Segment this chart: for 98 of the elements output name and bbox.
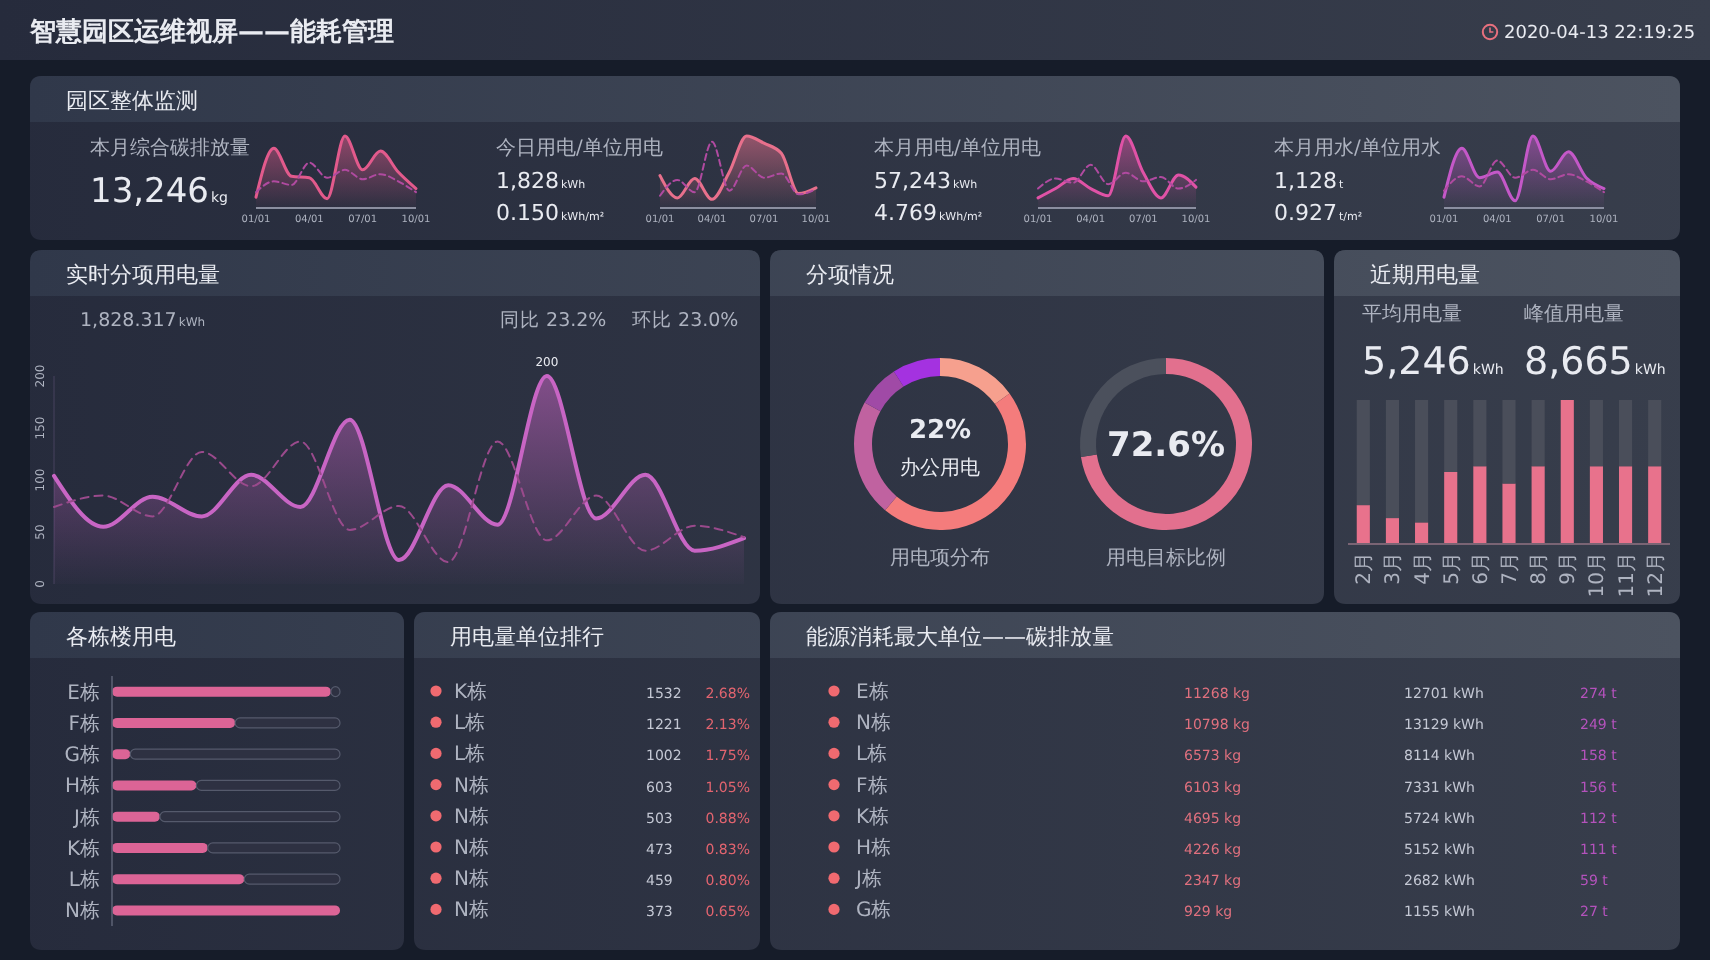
donut-slice [885, 393, 1026, 530]
y-tick-label: L栋 [68, 868, 100, 893]
x-tick-label: 5月 [1441, 552, 1464, 585]
bar [1531, 400, 1545, 467]
bar [112, 905, 340, 916]
bar [1356, 400, 1370, 506]
bar [1385, 400, 1399, 519]
text: 同比 23.2% [500, 308, 607, 332]
x-tick-label: 11月 [1616, 552, 1639, 598]
category-label: L栋 [856, 742, 888, 767]
line-series [53, 440, 745, 564]
bar [159, 811, 341, 823]
chart-title: 本月用电/单位用电 [874, 136, 1041, 160]
y-tick-label: E栋 [67, 680, 100, 705]
bar [195, 779, 341, 791]
category-label: N栋 [454, 836, 489, 860]
text: 用电项分布 [890, 546, 990, 570]
category-label: K栋 [856, 804, 890, 829]
bar [1648, 400, 1662, 467]
text: 用电量单位排行 [450, 624, 604, 650]
y-tick-label: G栋 [64, 743, 100, 768]
chart-title: 实时分项用电量 [66, 262, 220, 288]
text: 峰值用电量 [1524, 302, 1624, 326]
category-label: L栋 [454, 711, 486, 736]
bar [112, 842, 208, 853]
bar [112, 780, 197, 791]
category-label: J栋 [854, 867, 882, 892]
y-tick-label: F栋 [68, 711, 100, 736]
x-tick-label: 7月 [1500, 552, 1522, 585]
data-label: 72.6% [1107, 426, 1225, 466]
bar [1415, 400, 1429, 523]
category-label: E栋 [856, 680, 889, 704]
donut-slice [864, 371, 904, 412]
text: 园区整体监测 [66, 88, 198, 114]
category-label: N栋 [454, 804, 489, 829]
bar [207, 842, 341, 854]
category-label: N栋 [454, 898, 489, 923]
bar [234, 717, 341, 729]
x-tick-label: 3月 [1383, 552, 1406, 585]
bar [243, 873, 341, 885]
text: 2020-04-13 22:19:25 [1504, 24, 1696, 44]
text: 办公用电 [900, 456, 980, 480]
bar [1560, 400, 1574, 544]
donut-slice [940, 358, 1010, 405]
bar [1444, 472, 1458, 544]
bar [1531, 466, 1545, 544]
chart-title: 本月用水/单位用水 [1274, 136, 1441, 160]
bar [1502, 400, 1516, 484]
bar [1356, 505, 1370, 544]
bar [1444, 400, 1458, 472]
bar [1619, 400, 1633, 467]
y-tick-label: N栋 [65, 899, 100, 924]
category-label: K栋 [454, 680, 488, 704]
donut-slice [1080, 358, 1252, 530]
y-tick-label: J栋 [72, 805, 100, 830]
text: 智慧园区运维视屏——能耗管理 [28, 16, 394, 48]
bar [1502, 483, 1516, 544]
bar [129, 748, 341, 760]
y-tick-label: K栋 [66, 836, 100, 861]
category-label: F栋 [856, 773, 888, 798]
bar [1385, 518, 1399, 544]
bar [112, 811, 160, 822]
text: 能源消耗最大单位——碳排放量 [806, 624, 1114, 650]
bar [1589, 400, 1603, 467]
bar [112, 874, 245, 885]
chart-title: 各栋楼用电 [66, 624, 176, 650]
category-label: N栋 [856, 711, 891, 736]
bar [112, 686, 331, 697]
chart-title: 今日用电/单位用电 [496, 136, 663, 160]
category-label: L栋 [454, 742, 486, 767]
y-tick-label: H栋 [64, 774, 100, 799]
x-tick-label: 6月 [1470, 552, 1493, 585]
donut-slice [893, 358, 940, 387]
chart-title: 本月综合碳排放量 [90, 136, 250, 160]
bar [1619, 466, 1633, 544]
text: 22% [908, 416, 972, 446]
x-tick-label: 12月 [1645, 552, 1668, 598]
bar [1473, 466, 1487, 544]
x-tick-label: 9月 [1558, 552, 1581, 585]
category-label: G栋 [856, 898, 892, 923]
category-label: N栋 [454, 773, 489, 798]
chart-title: 分项情况 [806, 262, 894, 288]
bar [1415, 522, 1429, 544]
text: 用电目标比例 [1106, 546, 1226, 570]
donut-slice [854, 402, 897, 511]
bar [1589, 466, 1603, 544]
category-label: H栋 [856, 836, 892, 860]
x-tick-label: 2月 [1354, 552, 1377, 585]
text: 平均用电量 [1362, 302, 1462, 326]
text: 环比 23.0% [632, 308, 739, 332]
category-label: N栋 [454, 867, 489, 892]
x-tick-label: 8月 [1529, 552, 1552, 585]
x-tick-label: 10月 [1587, 552, 1610, 598]
bar [1648, 466, 1662, 544]
bar [1473, 400, 1487, 467]
x-tick-label: 4月 [1412, 552, 1435, 585]
bar [112, 717, 236, 728]
chart-title: 近期用电量 [1370, 262, 1480, 288]
